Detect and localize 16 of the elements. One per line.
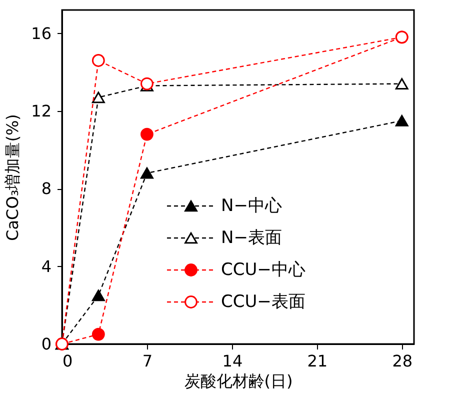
legend-label: N−中心 <box>221 196 282 216</box>
y-tick-label: 4 <box>41 256 52 276</box>
x-axis-title: 炭酸化材齢(日) <box>184 372 293 390</box>
y-tick-label: 16 <box>31 24 52 43</box>
legend-label: CCU−表面 <box>221 292 306 312</box>
y-axis-title: CaCO₃増加量(%) <box>3 114 22 241</box>
x-tick-label: 21 <box>307 352 328 370</box>
y-tick-label: 12 <box>31 101 52 120</box>
y-tick-label: 8 <box>41 179 52 198</box>
x-tick-label: 0 <box>62 352 73 370</box>
x-tick-label: 7 <box>142 352 153 370</box>
x-tick-label: 14 <box>222 352 243 370</box>
y-tick-label: 0 <box>41 334 52 354</box>
x-tick-label: 28 <box>392 352 413 370</box>
legend-label: CCU−中心 <box>221 260 306 280</box>
legend-label: N−表面 <box>221 228 282 248</box>
